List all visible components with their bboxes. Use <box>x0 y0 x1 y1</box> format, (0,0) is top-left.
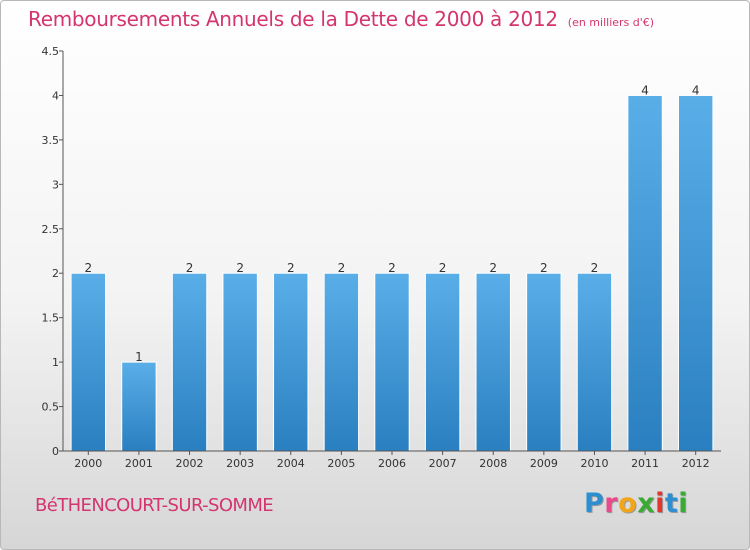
bar-2012 <box>677 94 714 452</box>
x-tick-label: 2004 <box>277 457 305 470</box>
bar-2000 <box>70 272 107 452</box>
y-tick-label: 3.5 <box>42 134 60 147</box>
chart-title: Remboursements Annuels de la Dette de 20… <box>28 7 654 31</box>
logo-letter: i <box>678 488 689 519</box>
bar-2007 <box>424 272 461 452</box>
bar-2004 <box>273 272 309 452</box>
data-label-2005: 2 <box>338 261 346 275</box>
data-label-2009: 2 <box>540 261 548 275</box>
data-label-2008: 2 <box>489 261 497 275</box>
y-tick-label: 2.5 <box>42 223 60 236</box>
y-tick-label: 1 <box>52 356 59 369</box>
x-tick-label: 2009 <box>530 457 558 470</box>
bar-2005 <box>323 272 360 452</box>
data-label-2006: 2 <box>388 261 396 275</box>
x-tick-label: 2001 <box>125 457 153 470</box>
y-tick-label: 1.5 <box>42 312 60 325</box>
proxiti-logo[interactable]: Proxiti <box>584 488 688 519</box>
y-tick-label: 4 <box>52 89 59 102</box>
data-label-2010: 2 <box>591 261 599 275</box>
y-axis: 0 0.5 1 1.5 2 2.5 3 3.5 4 4.5 <box>42 45 64 458</box>
x-axis: 2000 2001 2002 2003 2004 2005 2006 2007 2008 2009… <box>63 450 721 470</box>
bar-2011 <box>627 94 663 452</box>
logo-letter: r <box>604 488 619 519</box>
y-tick-label: 3 <box>52 178 59 191</box>
data-label-2011: 4 <box>641 83 649 97</box>
y-tick-label: 0.5 <box>42 401 60 414</box>
x-tick-label: 2007 <box>429 457 457 470</box>
x-tick-label: 2005 <box>327 457 355 470</box>
y-tick-label: 0 <box>52 445 59 458</box>
logo-letter: x <box>637 488 656 519</box>
chart-title-text: Remboursements Annuels de la Dette de 20… <box>28 7 558 31</box>
x-tick-label: 2002 <box>176 457 204 470</box>
x-tick-label: 2011 <box>631 457 659 470</box>
x-tick-label: 2012 <box>682 457 710 470</box>
logo-letter: t <box>664 488 679 519</box>
bar-2008 <box>475 272 511 452</box>
chart-unit: (en milliers d'€) <box>567 16 655 29</box>
bar-2003 <box>222 272 258 452</box>
x-tick-label: 2000 <box>74 457 102 470</box>
bar-2009 <box>526 272 562 452</box>
data-label-2001: 1 <box>135 350 143 364</box>
bars: 2 1 2 2 2 2 2 2 2 2 2 4 4 <box>70 83 714 452</box>
logo-letter: P <box>584 488 605 519</box>
x-tick-label: 2003 <box>226 457 254 470</box>
data-label-2002: 2 <box>186 261 194 275</box>
x-tick-label: 2008 <box>479 457 507 470</box>
y-tick-label: 2 <box>52 267 59 280</box>
data-label-2000: 2 <box>84 261 92 275</box>
data-label-2012: 4 <box>692 83 700 97</box>
bar-2002 <box>171 272 208 452</box>
logo-letter: i <box>655 488 665 519</box>
data-label-2004: 2 <box>287 261 295 275</box>
data-label-2003: 2 <box>236 261 244 275</box>
logo-letter: o <box>618 488 638 519</box>
bar-2006 <box>374 272 410 452</box>
y-tick-label: 4.5 <box>42 45 60 58</box>
commune-name: BéTHENCOURT-SUR-SOMME <box>35 495 274 516</box>
x-tick-label: 2006 <box>378 457 406 470</box>
x-tick-label: 2010 <box>580 457 608 470</box>
bar-2010 <box>576 272 613 452</box>
data-label-2007: 2 <box>439 261 447 275</box>
bar-2001 <box>121 361 157 452</box>
